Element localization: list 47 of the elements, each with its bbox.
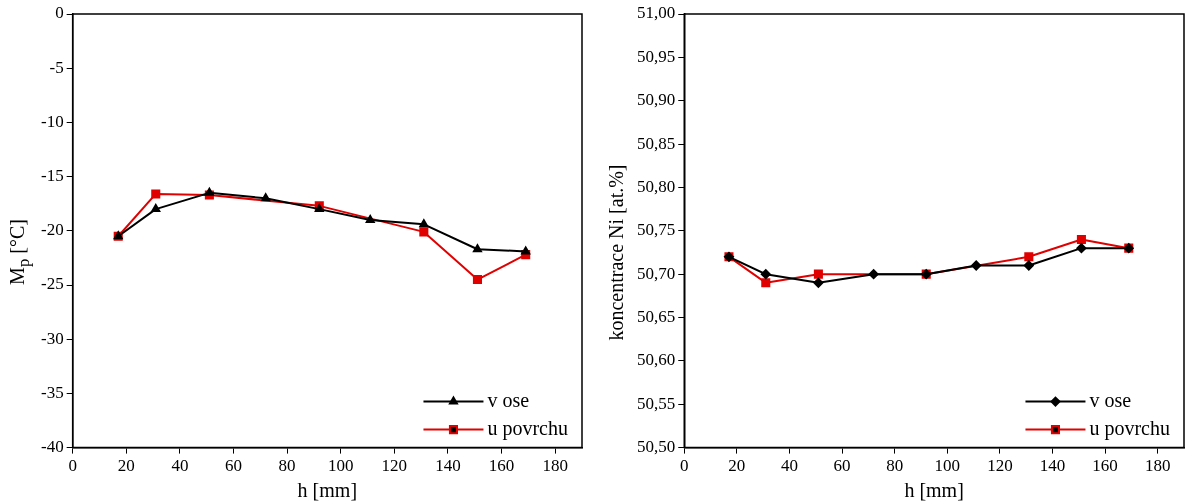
y-tick-label: -5: [49, 57, 64, 77]
y-tick-label: 0: [55, 3, 64, 23]
y-tick-label: 50,55: [637, 393, 676, 413]
y-tick-label: -20: [40, 220, 64, 240]
y-tick-label: 51,00: [637, 3, 676, 23]
y-tick-label: 50,95: [637, 46, 676, 66]
y-tick-label: -25: [40, 274, 64, 294]
y-tick-label: 50,60: [637, 350, 676, 370]
x-tick-label: 0: [68, 456, 77, 476]
legend-label: u povrchu: [1089, 416, 1171, 440]
y-axis-title: koncentrace Ni [at.%]: [604, 163, 628, 341]
x-tick-label: 100: [327, 456, 354, 476]
y-tick-label: 50,70: [637, 263, 676, 283]
x-axis-title: h [mm]: [904, 479, 964, 502]
y-tick-label: -40: [40, 437, 64, 457]
legend-label: v ose: [1089, 388, 1132, 411]
y-tick-label: 50,85: [637, 133, 676, 153]
x-tick-label: 140: [435, 456, 461, 476]
y-tick-label: -10: [40, 111, 64, 131]
x-tick-label: 80: [886, 456, 904, 476]
x-tick-label: 40: [171, 456, 189, 476]
y-tick-label: -35: [40, 382, 64, 402]
x-tick-label: 160: [1092, 456, 1118, 476]
x-tick-label: 180: [1144, 456, 1171, 476]
x-tick-label: 60: [833, 456, 851, 476]
y-tick-label: -30: [40, 328, 64, 348]
y-tick-label: 50,90: [637, 90, 676, 110]
x-tick-label: 100: [934, 456, 961, 476]
y-tick-label: 50,75: [637, 220, 676, 240]
legend-label: u povrchu: [487, 416, 569, 440]
x-tick-label: 120: [987, 456, 1013, 476]
y-tick-label: -15: [40, 166, 64, 186]
x-tick-label: 140: [1039, 456, 1066, 476]
y-tick-label: 50,50: [637, 437, 676, 457]
x-axis-title: h [mm]: [297, 479, 358, 502]
x-tick-label: 60: [225, 456, 242, 476]
x-tick-label: 160: [488, 456, 515, 476]
x-tick-label: 0: [680, 456, 689, 476]
x-tick-label: 120: [381, 456, 408, 476]
legend-label: v ose: [487, 388, 530, 411]
y-tick-label: 50,80: [637, 176, 676, 196]
x-tick-label: 40: [780, 456, 798, 476]
y-tick-label: 50,65: [637, 306, 676, 326]
x-tick-label: 80: [278, 456, 296, 476]
x-tick-label: 20: [728, 456, 746, 476]
x-tick-label: 20: [117, 456, 135, 476]
x-tick-label: 180: [542, 456, 568, 476]
